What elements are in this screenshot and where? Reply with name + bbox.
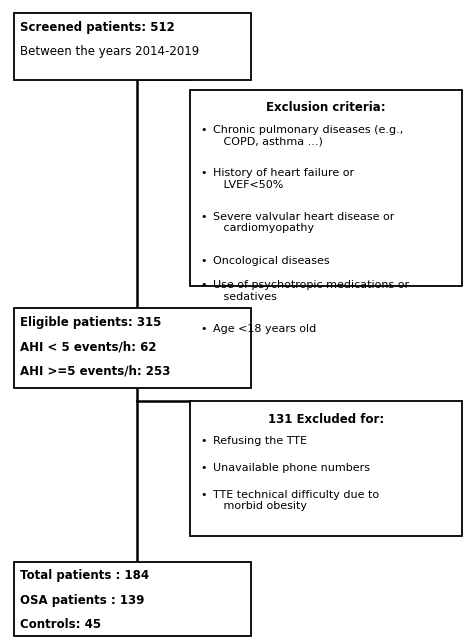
Text: Oncological diseases: Oncological diseases <box>213 256 330 266</box>
Text: •: • <box>200 324 207 334</box>
Text: Use of psychotropic medications or
   sedatives: Use of psychotropic medications or sedat… <box>213 280 410 302</box>
Text: OSA patients : 139: OSA patients : 139 <box>20 594 144 607</box>
Text: •: • <box>200 436 207 446</box>
FancyBboxPatch shape <box>190 401 462 536</box>
Text: Age <18 years old: Age <18 years old <box>213 324 317 334</box>
Text: Chronic pulmonary diseases (e.g.,
   COPD, asthma ...): Chronic pulmonary diseases (e.g., COPD, … <box>213 125 403 146</box>
Text: TTE technical difficulty due to
   morbid obesity: TTE technical difficulty due to morbid o… <box>213 490 379 512</box>
Text: History of heart failure or
   LVEF<50%: History of heart failure or LVEF<50% <box>213 168 355 190</box>
Text: •: • <box>200 490 207 500</box>
FancyBboxPatch shape <box>14 13 251 80</box>
Text: AHI >=5 events/h: 253: AHI >=5 events/h: 253 <box>20 365 170 377</box>
Text: Severe valvular heart disease or
   cardiomyopathy: Severe valvular heart disease or cardiom… <box>213 212 395 234</box>
Text: Eligible patients: 315: Eligible patients: 315 <box>20 316 161 329</box>
FancyBboxPatch shape <box>190 90 462 286</box>
Text: •: • <box>200 125 207 135</box>
Text: Total patients : 184: Total patients : 184 <box>20 569 149 582</box>
Text: Screened patients: 512: Screened patients: 512 <box>20 21 174 33</box>
Text: AHI < 5 events/h: 62: AHI < 5 events/h: 62 <box>20 340 156 353</box>
Text: Between the years 2014-2019: Between the years 2014-2019 <box>20 45 199 58</box>
Text: Refusing the TTE: Refusing the TTE <box>213 436 307 446</box>
FancyBboxPatch shape <box>14 562 251 636</box>
Text: Exclusion criteria:: Exclusion criteria: <box>266 101 386 114</box>
Text: Unavailable phone numbers: Unavailable phone numbers <box>213 463 370 473</box>
Text: •: • <box>200 280 207 290</box>
FancyBboxPatch shape <box>14 308 251 388</box>
Text: •: • <box>200 212 207 222</box>
Text: •: • <box>200 463 207 473</box>
Text: •: • <box>200 256 207 266</box>
Text: 131 Excluded for:: 131 Excluded for: <box>268 413 384 426</box>
Text: •: • <box>200 168 207 178</box>
Text: Controls: 45: Controls: 45 <box>20 618 101 631</box>
